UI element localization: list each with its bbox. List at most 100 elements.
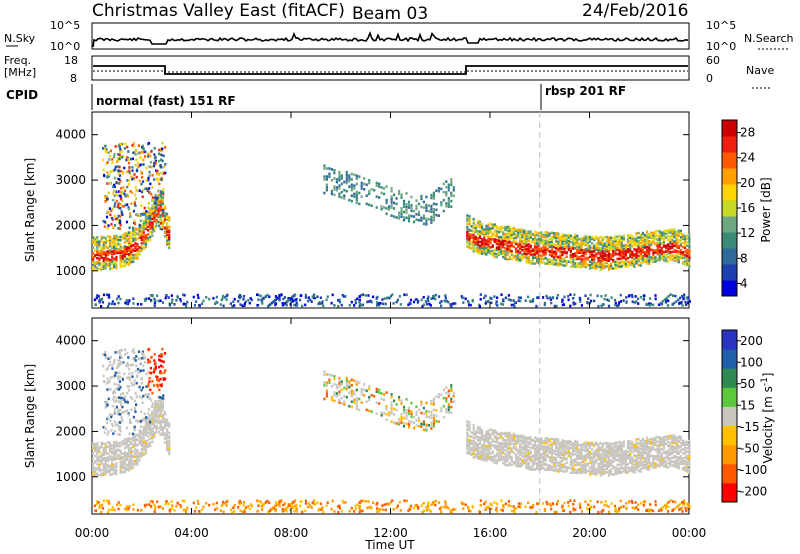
power-cell	[572, 241, 575, 245]
power-cell	[483, 237, 486, 241]
velocity-cell	[478, 452, 482, 456]
power-cell	[402, 218, 406, 222]
power-cell	[147, 152, 150, 156]
power-cell	[543, 301, 547, 305]
power-cell	[385, 198, 388, 202]
power-cell	[114, 223, 117, 227]
power-cell	[155, 218, 158, 222]
power-cell	[466, 214, 469, 217]
power-cell	[580, 242, 583, 245]
velocity-cell	[557, 470, 560, 473]
power-cell	[586, 235, 589, 239]
velocity-cell	[108, 464, 112, 468]
power-cell	[599, 249, 602, 253]
velocity-cell	[163, 412, 167, 416]
y-tick-label: 2000	[55, 218, 86, 232]
power-cell	[596, 294, 599, 298]
power-cell	[658, 230, 661, 233]
velocity-cell	[546, 450, 549, 453]
power-cell	[542, 249, 545, 253]
power-cell	[98, 300, 101, 304]
velocity-cell	[138, 431, 141, 434]
power-cell	[268, 303, 272, 306]
velocity-cell	[478, 455, 482, 459]
power-cell	[500, 252, 503, 255]
power-cell	[614, 301, 617, 305]
power-cell	[104, 239, 107, 242]
velocity-cell	[569, 452, 572, 455]
velocity-cell	[595, 454, 598, 457]
velocity-cell	[123, 462, 126, 466]
power-cell	[338, 195, 341, 198]
power-cell	[123, 245, 126, 248]
power-cell	[360, 184, 363, 187]
power-cell	[500, 250, 503, 253]
power-cell	[652, 248, 655, 252]
power-cell	[422, 200, 425, 204]
power-cell	[552, 245, 556, 249]
velocity-cell	[483, 437, 486, 440]
power-cell	[643, 244, 647, 247]
velocity-cell	[104, 456, 107, 460]
velocity-cell	[166, 428, 169, 431]
velocity-cell	[622, 458, 625, 461]
power-cell	[595, 266, 598, 269]
power-cell	[524, 299, 527, 302]
power-cell	[643, 260, 647, 263]
power-cell	[569, 265, 572, 268]
power-cell	[162, 154, 165, 158]
velocity-cell	[108, 449, 112, 452]
velocity-cell	[476, 425, 479, 429]
velocity-cell	[476, 446, 479, 449]
power-cell	[561, 237, 564, 240]
velocity-cell	[527, 449, 530, 452]
velocity-cell	[529, 446, 532, 450]
power-cell	[584, 242, 587, 245]
velocity-cell	[142, 437, 145, 440]
power-cell	[669, 255, 672, 259]
power-cell	[508, 231, 511, 234]
power-cell	[153, 161, 156, 165]
power-cell	[614, 242, 617, 246]
power-cell	[612, 244, 615, 248]
power-cell	[491, 234, 494, 237]
velocity-cell	[155, 410, 158, 413]
power-cell	[495, 238, 498, 242]
velocity-cell	[153, 435, 156, 439]
power-cell	[616, 304, 619, 308]
power-cell	[565, 262, 568, 266]
power-cell	[445, 191, 448, 194]
power-cell	[132, 177, 135, 180]
power-cell	[119, 235, 122, 239]
power-cell	[675, 237, 678, 241]
velocity-cell	[572, 470, 575, 473]
power-cell	[500, 240, 503, 244]
power-cell	[343, 194, 346, 197]
power-cell	[468, 238, 471, 242]
velocity-cell	[519, 443, 522, 446]
velocity-cell	[626, 440, 630, 443]
power-cell	[337, 299, 340, 302]
velocity-cell	[111, 456, 114, 459]
power-cell	[161, 202, 164, 206]
velocity-cell	[527, 456, 530, 459]
velocity-cell	[624, 459, 627, 462]
velocity-cell	[542, 450, 545, 454]
power-cell	[641, 239, 644, 243]
velocity-cell	[557, 468, 560, 471]
power-cell	[367, 294, 370, 297]
power-cell	[641, 236, 644, 239]
velocity-cell	[631, 447, 634, 450]
velocity-cell	[151, 412, 154, 415]
power-cell	[662, 230, 666, 233]
power-cell	[629, 247, 632, 250]
velocity-cell	[495, 446, 498, 450]
power-cell	[557, 249, 560, 252]
power-cell	[637, 302, 640, 305]
power-cell	[115, 263, 118, 266]
power-cell	[474, 235, 477, 239]
velocity-cell	[140, 437, 143, 441]
power-cell	[498, 226, 501, 230]
velocity-cell	[536, 458, 539, 461]
